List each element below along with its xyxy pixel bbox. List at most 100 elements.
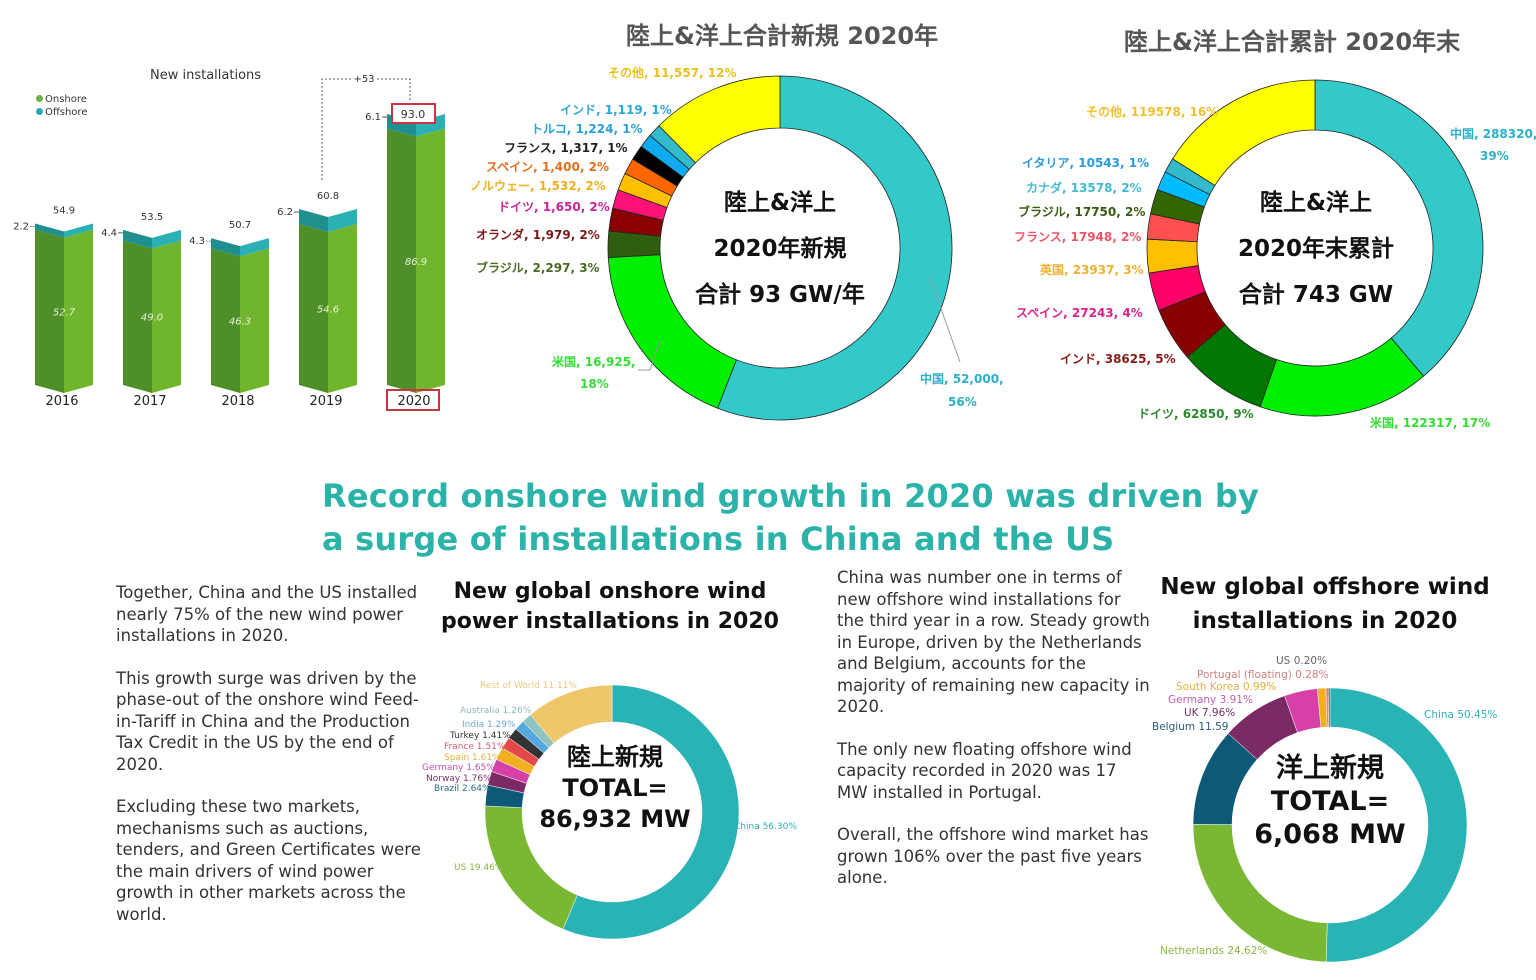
offshore-donut-chart: China 50.45% Netherlands 24.62% Belgium 11… — [1152, 655, 1497, 963]
onshore-value: 52.7 — [53, 307, 76, 318]
slice-label: スペイン, 27243, 4% — [1016, 306, 1143, 320]
offshore-value: 4.4 — [101, 228, 117, 239]
slice-label: Norway 1.76% — [426, 774, 492, 784]
donut-slice — [717, 75, 953, 421]
highlight-total-box — [391, 103, 436, 124]
total-value: 60.8 — [317, 191, 339, 202]
offshore-bar — [35, 223, 64, 238]
right-text-p3: Overall, the offshore wind market has gr… — [837, 825, 1149, 887]
slice-label: 中国, 288320, — [1450, 126, 1536, 141]
donut-cumulative-title: 陸上&洋上合計累計 2020年末 — [1124, 28, 1461, 56]
onshore-bar — [328, 223, 357, 393]
legend-item-onshore: Onshore — [36, 93, 87, 106]
slice-label: Australia 1.26% — [460, 706, 532, 716]
year-label: 2017 — [133, 394, 166, 409]
offshore-value: 4.3 — [189, 236, 205, 247]
onshore-bar — [416, 128, 445, 393]
donut-slice — [1259, 337, 1425, 417]
slice-label: Germany 3.91% — [1168, 694, 1253, 706]
slice-label: Brazil 2.64% — [434, 784, 491, 794]
slice-label: 39% — [1480, 149, 1509, 163]
slice-label: スペイン, 1,400, 2% — [486, 160, 609, 174]
onshore-bar — [64, 229, 93, 393]
onshore-bar — [299, 223, 328, 393]
left-text-p1: Together, China and the US installed nea… — [116, 583, 418, 645]
slice-label: 56% — [948, 395, 977, 409]
donut-slice — [1314, 79, 1484, 377]
slice-label: フランス, 17948, 2% — [1014, 230, 1141, 244]
slice-label: UK 7.96% — [1184, 707, 1235, 719]
legend: Onshore Offshore — [36, 93, 87, 119]
year-label: 2018 — [221, 394, 254, 409]
donut-slice — [658, 75, 781, 164]
left-text-p3: Excluding these two markets, mechanisms … — [116, 797, 421, 924]
slice-label: イタリア, 10543, 1% — [1022, 156, 1149, 170]
offshore-donut-center: 洋上新規 TOTAL= 6,068 MW — [1254, 753, 1406, 850]
donut-slice — [1328, 687, 1331, 728]
onshore-donut-chart: China 56.30% US 19.46% Brazil 2.64%Norway … — [422, 681, 797, 940]
slice-label: Portugal (floating) 0.28% — [1197, 669, 1329, 681]
offshore-dot-icon — [36, 108, 43, 115]
donut-new-center: 陸上&洋上 2020年新規 合計 93 GW/年 — [695, 190, 865, 308]
onshore-bar — [240, 248, 269, 393]
slice-label: US 19.46% — [454, 863, 504, 873]
slice-label: オランダ, 1,979, 2% — [476, 227, 600, 242]
slice-label: ブラジル, 2,297, 3% — [476, 260, 600, 275]
slice-label: US 0.20% — [1276, 655, 1327, 667]
year-label: 2020 — [397, 394, 430, 409]
offshore-bar — [211, 238, 240, 257]
bar-chart-title: New installations — [150, 68, 262, 83]
left-text-p2: This growth surge was driven by the phas… — [116, 668, 419, 774]
offshore-bar — [240, 238, 269, 257]
offshore-bar — [416, 114, 445, 137]
onshore-value: 49.0 — [141, 313, 163, 324]
onshore-bar — [387, 128, 416, 393]
bar-chart-canvas: 52.7 2.2 54.9 2016 49.0 4.4 53.5 2017 46.3 4.3 50.… — [13, 72, 445, 411]
donut-cumulative-chart: 米国, 122317, 17% ドイツ, 62850, 9% インド, 38625,… — [1014, 79, 1536, 430]
offshore-bar — [152, 229, 181, 249]
donut-new-chart: ブラジル, 2,297, 3% オランダ, 1,979, 2% ドイツ, 1,650… — [470, 65, 1004, 421]
onshore-bar — [152, 240, 181, 393]
slice-label: France 1.51% — [444, 742, 506, 752]
bar-chart: New installations Onshore Offshore 52.7 2… — [0, 60, 460, 420]
onshore-value: 86.9 — [405, 257, 427, 268]
year-label: 2019 — [309, 394, 342, 409]
donut-slice — [562, 684, 740, 940]
offshore-value: 6.1 — [365, 112, 381, 123]
total-value: 50.7 — [229, 220, 251, 231]
right-text: China was number one in terms of new off… — [837, 567, 1152, 910]
slice-label: トルコ, 1,224, 1% — [531, 122, 643, 136]
slice-label: India 1.29% — [462, 720, 516, 730]
slice-label: 米国, 122317, 17% — [1370, 415, 1490, 430]
slice-label: Belgium 11.59 — [1152, 721, 1228, 733]
slice-label: 米国, 16,925, — [552, 354, 636, 369]
legend-item-offshore: Offshore — [36, 106, 87, 119]
onshore-bar — [211, 248, 240, 393]
slice-label: カナダ, 13578, 2% — [1026, 180, 1142, 195]
offshore-bar — [328, 209, 357, 232]
slice-label: ドイツ, 62850, 9% — [1138, 407, 1254, 421]
slice-label: ドイツ, 1,650, 2% — [498, 200, 610, 214]
slice-label: 英国, 23937, 3% — [1040, 262, 1144, 277]
total-value: 54.9 — [53, 206, 75, 217]
onshore-donut-center: 陸上新規 TOTAL= 86,932 MW — [539, 743, 691, 833]
slice-label: その他, 119578, 16% — [1086, 104, 1218, 119]
offshore-donut-title: New global offshore wind installations i… — [1160, 574, 1490, 634]
slice-label: Turkey 1.41% — [449, 731, 511, 741]
right-text-p2: The only new floating offshore wind capa… — [837, 739, 1132, 802]
slice-label: Netherlands 24.62% — [1160, 945, 1267, 957]
offshore-value: 2.2 — [13, 222, 29, 233]
slice-label: その他, 11,557, 12% — [608, 65, 737, 80]
right-text-p1: China was number one in terms of new off… — [837, 568, 1150, 716]
donut-slice — [1172, 79, 1316, 186]
slice-label: 中国, 52,000, — [920, 371, 1004, 386]
onshore-dot-icon — [36, 95, 43, 102]
year-label: 2016 — [45, 394, 78, 409]
onshore-value: 46.3 — [229, 317, 251, 328]
slice-label: China 50.45% — [1424, 709, 1497, 721]
slice-label: 18% — [580, 377, 609, 391]
slice-label: China 56.30% — [734, 822, 797, 832]
onshore-bar — [123, 240, 152, 393]
slice-label: インド, 1,119, 1% — [560, 103, 672, 117]
donut-slice — [1325, 687, 1468, 963]
